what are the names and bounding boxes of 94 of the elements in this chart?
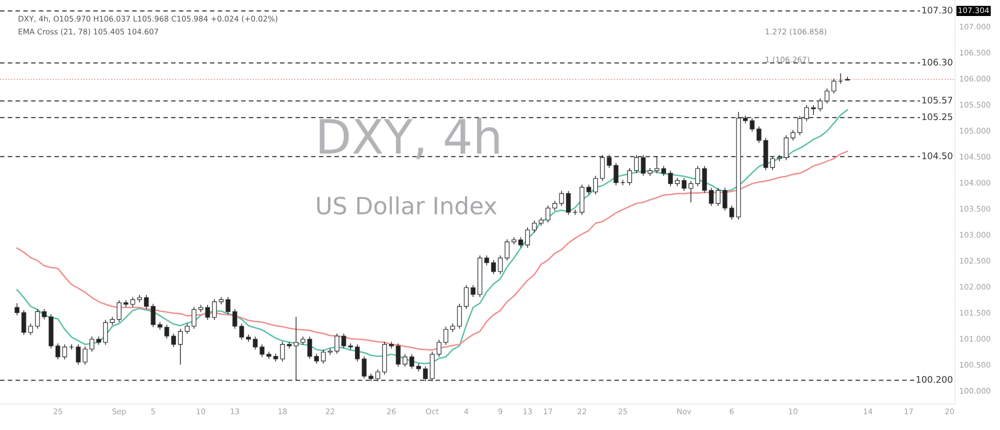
candlestick: [443, 326, 448, 346]
candlestick: [654, 156, 660, 174]
candlestick: [729, 205, 734, 220]
candlestick: [804, 104, 810, 122]
candlestick: [614, 162, 618, 186]
candlestick: [90, 336, 94, 352]
candlestick: [334, 333, 340, 354]
candlestick: [790, 130, 796, 141]
candlestick: [661, 166, 666, 176]
candlestick: [750, 118, 755, 132]
candlestick: [797, 116, 802, 136]
candlestick: [688, 180, 694, 203]
candlestick: [770, 156, 775, 171]
candlestick: [640, 154, 646, 176]
candlestick: [375, 368, 380, 382]
candlestick: [171, 333, 176, 348]
candlestick: [559, 190, 564, 206]
candlestick: [226, 296, 230, 315]
candlestick: [232, 308, 238, 330]
candlestick: [260, 344, 264, 358]
candlestick: [28, 323, 34, 336]
candlestick: [784, 134, 789, 161]
candlestick: [484, 255, 490, 266]
candlestick: [831, 78, 836, 94]
candlestick: [634, 154, 639, 174]
candlestick: [552, 200, 558, 212]
candlestick: [776, 154, 782, 162]
candlestick: [818, 98, 823, 112]
text: DXY, 4h: [320, 118, 499, 160]
text: US Dollar Index: [317, 196, 497, 215]
candlestick: [103, 320, 108, 346]
candlestick: [722, 187, 728, 212]
candlestick: [402, 354, 408, 368]
candlestick: [116, 300, 122, 322]
candlestick: [423, 366, 428, 382]
candlestick: [362, 356, 367, 380]
candlestick: [62, 344, 68, 360]
candlestick: [341, 333, 346, 349]
candlestick: [668, 170, 673, 187]
candlestick: [307, 336, 312, 360]
candlestick: [239, 323, 244, 340]
ref-line-label: 105.25: [922, 113, 952, 120]
ref-line-label: 106.30: [922, 58, 952, 66]
candlestick: [532, 220, 537, 233]
candlestick: [205, 304, 210, 320]
candlestick: [76, 344, 81, 366]
candlestick: [178, 328, 183, 366]
candlestick: [525, 226, 530, 248]
candlestick: [436, 339, 442, 358]
candlestick: [566, 190, 571, 216]
candlestick: [212, 298, 217, 320]
ref-line-label: 104.50: [922, 152, 952, 160]
candlestick: [294, 316, 298, 381]
candlestick: [464, 284, 469, 310]
candlestick: [21, 310, 26, 336]
candlestick: [457, 303, 462, 330]
candlestick: [682, 177, 686, 192]
candlestick: [82, 346, 88, 366]
candlestick: [756, 126, 762, 144]
candlestick: [280, 341, 285, 362]
ref-line-label: 100.200: [916, 376, 952, 383]
candlestick: [695, 166, 700, 187]
candlestick: [192, 306, 196, 330]
candlestick: [144, 294, 149, 310]
candlestick: [811, 104, 816, 116]
candlestick: [164, 324, 170, 340]
candlestick: [55, 342, 60, 360]
candlestick: [35, 308, 40, 330]
candlestick: [824, 88, 830, 104]
candlestick: [14, 302, 20, 316]
candlestick: [518, 236, 524, 248]
candlestick: [409, 354, 414, 370]
candlestick: [627, 168, 632, 186]
candlestick: [396, 342, 401, 368]
candlestick: [470, 284, 476, 298]
candlestick: [314, 353, 319, 364]
candlestick: [593, 175, 598, 195]
candlestick: [600, 154, 605, 182]
candlestick: [498, 255, 503, 275]
candlestick: [546, 205, 550, 224]
candlestick: [150, 303, 156, 328]
candlestick: [504, 238, 510, 262]
candlestick: [586, 184, 592, 195]
candlestick: [252, 336, 258, 350]
candlestick: [320, 349, 326, 364]
candlestick: [702, 166, 707, 194]
candlestick: [491, 260, 496, 275]
candlestick: [716, 187, 721, 206]
candlestick: [606, 154, 612, 168]
candlestick: [328, 348, 333, 356]
ref-line-label: 107.30: [922, 6, 952, 14]
candlestick: [354, 344, 360, 362]
ref-line-label: 105.57: [922, 96, 952, 104]
candlestick: [708, 187, 714, 206]
